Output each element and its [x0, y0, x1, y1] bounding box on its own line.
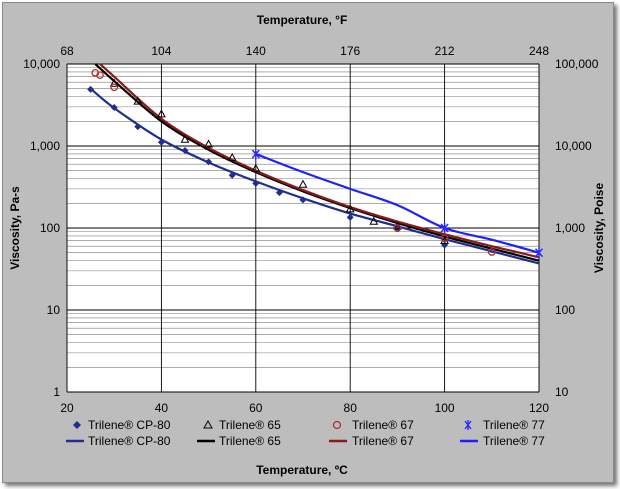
ytick-left-3: 1,000: [30, 139, 60, 153]
fit-lines: [89, 63, 540, 265]
legend-marker-65: [203, 419, 213, 429]
xtick-bottom-3: 80: [344, 401, 358, 415]
legend: Trilene® CP-80 Trilene® 65 Trilene® 67 T…: [66, 418, 545, 448]
point-s0-9: [299, 196, 307, 204]
legend-fit-label-65: Trilene® 65: [219, 434, 281, 448]
point-s0-10: [346, 213, 354, 221]
xtick-top-0: 68: [60, 44, 74, 58]
point-s1-8: [345, 204, 355, 213]
ytick-right-1: 100: [555, 303, 575, 317]
point-s1-4: [204, 139, 214, 148]
point-s1-6: [251, 163, 261, 172]
point-s2-5: [487, 248, 496, 256]
point-s0-6: [228, 171, 236, 179]
xtick-top-1: 104: [151, 44, 171, 58]
xtick-bottom-2: 60: [249, 401, 263, 415]
y-right-axis-title: Viscosity, Poise: [592, 183, 606, 274]
y-left-axis-title: Viscosity, Pa-s: [8, 186, 22, 270]
fit-line-3: [255, 152, 540, 254]
legend-label-65: Trilene® 65: [219, 418, 281, 432]
xtick-top-5: 248: [529, 44, 549, 58]
ytick-right-2: 1,000: [555, 221, 585, 235]
data-points: [87, 68, 544, 258]
point-s0-1: [110, 103, 118, 111]
point-s2-4: [440, 234, 449, 243]
legend-marker-cp80: [73, 421, 81, 429]
point-s1-3: [180, 134, 190, 143]
x-top-axis-title: Temperature, °F: [257, 13, 348, 27]
legend-fit-label-cp80: Trilene® CP-80: [88, 434, 171, 448]
legend-label-77: Trilene® 77: [483, 418, 545, 432]
point-s3-1: [440, 223, 449, 233]
point-s0-3: [157, 138, 165, 146]
xtick-top-3: 176: [340, 44, 360, 58]
legend-label-cp80: Trilene® CP-80: [88, 418, 171, 432]
fit-line-1: [94, 63, 540, 262]
point-s0-2: [134, 123, 142, 131]
xtick-bottom-1: 40: [155, 401, 169, 415]
point-s1-0: [109, 78, 119, 87]
ytick-left-2: 100: [40, 221, 60, 235]
grid-lines: [66, 63, 540, 393]
point-s0-5: [205, 158, 213, 166]
point-s0-4: [181, 147, 189, 155]
ytick-left-0: 1: [53, 385, 60, 399]
ytick-right-0: 10: [555, 385, 569, 399]
legend-label-67: Trilene® 67: [352, 418, 414, 432]
point-s3-0: [251, 148, 260, 159]
ytick-right-4: 100,000: [555, 57, 599, 71]
xtick-bottom-0: 20: [60, 401, 74, 415]
point-s2-1: [96, 71, 104, 80]
xtick-top-4: 212: [435, 44, 455, 58]
ytick-right-3: 10,000: [555, 139, 592, 153]
point-s0-8: [275, 189, 283, 197]
point-s2-3: [393, 224, 402, 232]
fit-line-2: [99, 63, 540, 259]
xtick-bottom-4: 100: [435, 401, 455, 415]
point-s1-7: [298, 179, 308, 188]
legend-fit-label-67: Trilene® 67: [352, 434, 414, 448]
ytick-left-1: 10: [47, 303, 61, 317]
point-s1-1: [133, 96, 143, 105]
xtick-top-2: 140: [246, 44, 266, 58]
point-s2-2: [110, 83, 119, 92]
legend-marker-67: [332, 420, 342, 430]
point-s3-2: [534, 247, 544, 258]
legend-marker-77: [464, 420, 472, 430]
point-s1-5: [227, 152, 237, 161]
point-s1-9: [369, 216, 379, 225]
point-s1-11: [440, 235, 450, 245]
xtick-bottom-5: 120: [529, 401, 549, 415]
point-s1-2: [156, 109, 166, 118]
x-bottom-axis-title: Temperature, ºC: [256, 463, 348, 477]
legend-fit-label-77: Trilene® 77: [483, 434, 545, 448]
point-s0-7: [252, 179, 260, 187]
point-s0-0: [87, 85, 95, 93]
ytick-left-4: 10,000: [23, 57, 60, 71]
